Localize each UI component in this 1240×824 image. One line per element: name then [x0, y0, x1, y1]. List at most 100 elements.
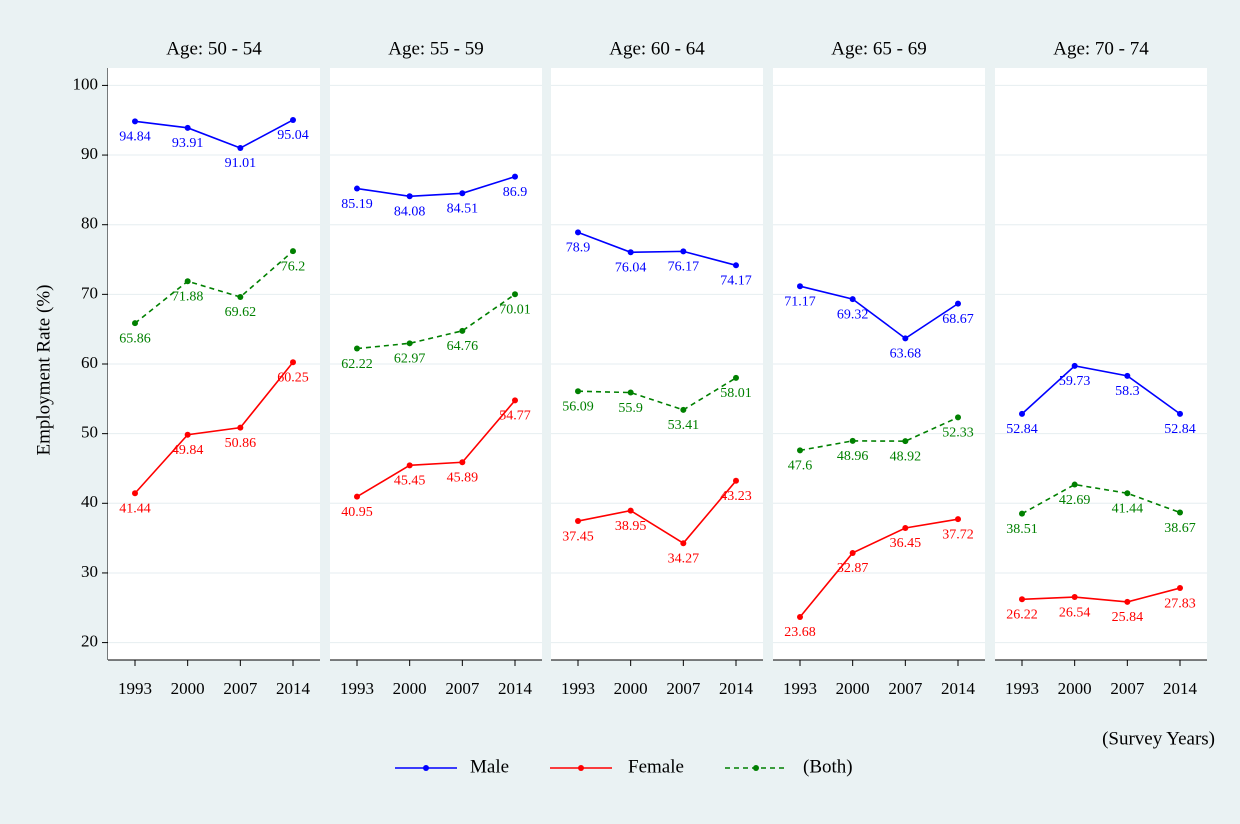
- y-tick-label: 20: [81, 631, 98, 650]
- data-point: [132, 320, 138, 327]
- data-label: 58.3: [1115, 384, 1140, 399]
- y-tick-label: 50: [81, 423, 98, 442]
- data-point: [627, 249, 634, 256]
- data-point: [1019, 410, 1025, 417]
- data-label: 58.01: [720, 386, 752, 401]
- data-point: [237, 424, 244, 431]
- legend-label: Female: [628, 756, 684, 777]
- series-line: [799, 285, 959, 340]
- data-point: [1071, 362, 1078, 369]
- data-point: [184, 124, 191, 131]
- data-label: 76.04: [615, 261, 647, 276]
- data-label: 64.76: [447, 339, 479, 354]
- x-tick-label: 2014: [1163, 679, 1198, 698]
- y-tick-label: 30: [81, 562, 98, 581]
- data-point: [354, 185, 360, 192]
- data-label: 26.22: [1006, 607, 1038, 622]
- data-label: 23.68: [784, 625, 816, 640]
- data-label: 93.91: [172, 136, 204, 151]
- data-point: [955, 516, 961, 523]
- data-point: [575, 388, 581, 395]
- data-label: 69.32: [837, 307, 869, 322]
- data-label: 94.84: [119, 130, 151, 145]
- series-line: [356, 399, 516, 498]
- data-point: [1177, 509, 1183, 516]
- data-point: [849, 296, 856, 303]
- x-tick-label: 2000: [614, 679, 648, 698]
- x-tick-label: 1993: [783, 679, 817, 698]
- data-point: [733, 262, 739, 269]
- data-point: [184, 278, 191, 285]
- data-point: [290, 116, 296, 123]
- data-label: 76.17: [668, 260, 700, 275]
- y-tick-label: 60: [81, 353, 98, 372]
- data-label: 40.95: [341, 505, 373, 520]
- data-label: 74.17: [720, 274, 752, 289]
- data-point: [459, 459, 466, 466]
- data-point: [575, 518, 581, 525]
- legend-label: Male: [470, 756, 509, 777]
- data-label: 84.51: [447, 202, 479, 217]
- x-tick-label: 2014: [941, 679, 976, 698]
- data-label: 37.45: [562, 529, 594, 544]
- data-label: 38.51: [1006, 522, 1038, 537]
- data-label: 95.04: [277, 128, 309, 143]
- data-point: [1019, 596, 1025, 603]
- data-point: [132, 490, 138, 497]
- data-label: 70.01: [499, 303, 531, 318]
- data-point: [1177, 585, 1183, 592]
- data-point: [459, 190, 466, 197]
- legend-label: (Both): [803, 756, 853, 777]
- data-label: 50.86: [225, 436, 257, 451]
- x-tick-label: 2007: [223, 679, 258, 698]
- data-point: [680, 248, 687, 255]
- data-label: 27.83: [1164, 596, 1196, 611]
- data-label: 52.84: [1164, 422, 1196, 437]
- data-label: 26.54: [1059, 605, 1091, 620]
- x-tick-label: 1993: [340, 679, 374, 698]
- data-label: 32.87: [837, 561, 869, 576]
- data-label: 63.68: [890, 347, 922, 362]
- data-point: [733, 477, 739, 484]
- series-line: [1021, 587, 1181, 603]
- data-label: 60.25: [277, 370, 309, 385]
- series-line: [356, 293, 516, 350]
- data-point: [1019, 510, 1025, 517]
- data-label: 84.08: [394, 205, 426, 220]
- series-line: [1021, 483, 1181, 515]
- data-point: [459, 327, 466, 334]
- data-point: [627, 389, 634, 396]
- data-point: [797, 613, 803, 620]
- series-line: [134, 119, 294, 149]
- x-tick-label: 2000: [171, 679, 205, 698]
- data-label: 71.17: [784, 294, 816, 309]
- data-point: [354, 493, 360, 500]
- data-label: 55.9: [618, 401, 643, 416]
- data-point: [512, 173, 518, 180]
- legend-marker: [578, 765, 584, 771]
- data-label: 36.45: [890, 536, 922, 551]
- data-label: 52.84: [1006, 422, 1038, 437]
- data-label: 86.9: [503, 185, 528, 200]
- series-line: [799, 518, 959, 618]
- data-label: 62.97: [394, 352, 426, 367]
- y-tick-label: 100: [73, 74, 99, 93]
- data-point: [406, 462, 413, 469]
- x-tick-label: 2014: [719, 679, 754, 698]
- data-label: 38.95: [615, 519, 647, 534]
- data-point: [406, 340, 413, 347]
- x-tick-label: 2007: [1110, 679, 1145, 698]
- data-point: [1071, 481, 1078, 488]
- data-point: [849, 437, 856, 444]
- data-point: [1124, 372, 1131, 379]
- data-point: [132, 118, 138, 125]
- data-label: 43.23: [720, 489, 752, 504]
- data-point: [733, 374, 739, 381]
- data-label: 41.44: [119, 501, 151, 516]
- data-point: [406, 193, 413, 200]
- data-point: [797, 283, 803, 290]
- data-point: [1177, 410, 1183, 417]
- data-point: [902, 335, 909, 342]
- data-point: [237, 293, 244, 300]
